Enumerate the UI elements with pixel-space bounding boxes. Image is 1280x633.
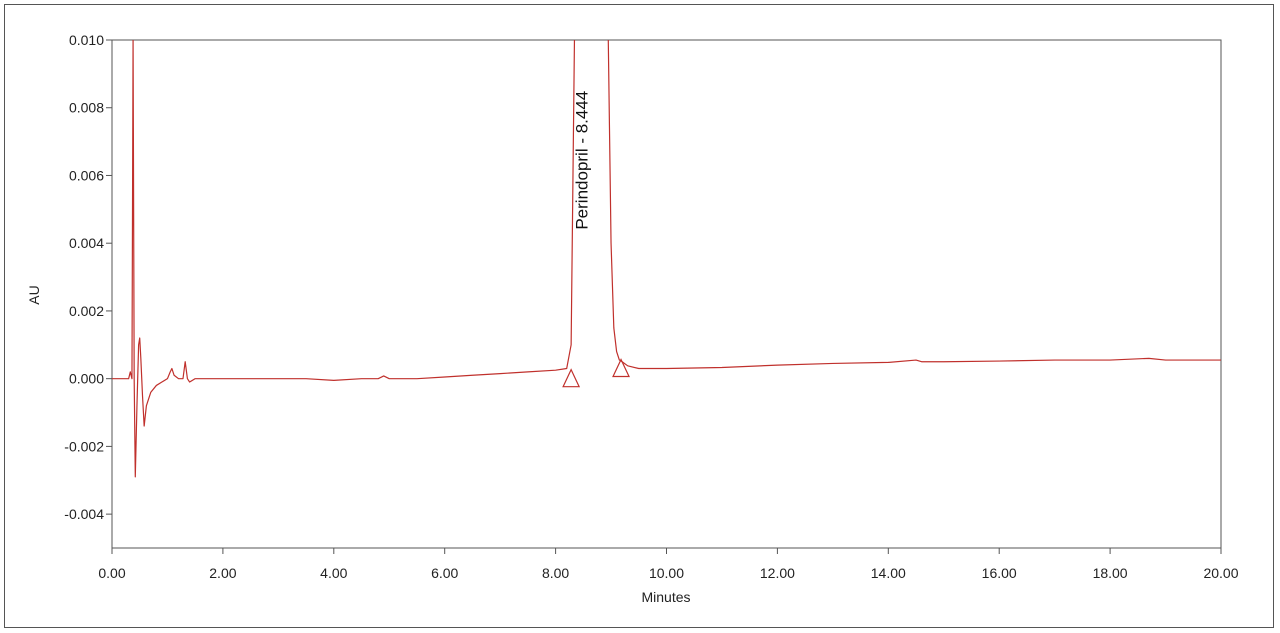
x-tick-label: 16.00 [982, 565, 1017, 581]
x-tick-label: 10.00 [649, 565, 684, 581]
x-tick-label: 2.00 [209, 565, 236, 581]
x-tick-label: 0.00 [98, 565, 125, 581]
x-tick-label: 20.00 [1203, 565, 1238, 581]
x-tick-label: 18.00 [1093, 565, 1128, 581]
y-tick-label: 0.006 [69, 167, 104, 183]
series-layer [112, 40, 1221, 478]
x-tick-label: 4.00 [320, 565, 347, 581]
y-tick-label: 0.004 [69, 235, 104, 251]
x-tick-label: 8.00 [542, 565, 569, 581]
annotation-layer: Perindopril - 8.444 [573, 91, 592, 230]
y-tick-label: 0.008 [69, 100, 104, 116]
x-axis-title: Minutes [641, 589, 690, 605]
marker-layer [562, 358, 630, 388]
x-tick-label: 6.00 [431, 565, 458, 581]
x-tick-label: 14.00 [871, 565, 906, 581]
peak-label: Perindopril - 8.444 [573, 91, 592, 230]
y-tick-label: 0.010 [69, 32, 104, 48]
y-axis: 0.010 0.008 0.006 0.004 0.002 0.000 -0.002 -0.0… [64, 32, 112, 522]
peak-marker-1 [612, 358, 630, 378]
peak-marker-0 [562, 368, 581, 388]
chromatogram-chart: 0.00 2.00 4.00 6.00 8.00 10.00 12.00 14.00 16.00… [26, 32, 1239, 605]
y-tick-label: 0.002 [69, 303, 104, 319]
x-axis: 0.00 2.00 4.00 6.00 8.00 10.00 12.00 14.00 16.00… [98, 548, 1239, 581]
y-axis-title: AU [26, 285, 42, 304]
chart-frame: 0.00 2.00 4.00 6.00 8.00 10.00 12.00 14.00 16.00… [4, 4, 1274, 628]
x-tick-label: 12.00 [760, 565, 795, 581]
plot-area [111, 39, 1222, 549]
y-tick-label: 0.000 [69, 371, 104, 387]
series-line-0 [112, 40, 1221, 478]
y-tick-label: -0.004 [64, 506, 104, 522]
y-tick-label: -0.002 [64, 438, 104, 454]
